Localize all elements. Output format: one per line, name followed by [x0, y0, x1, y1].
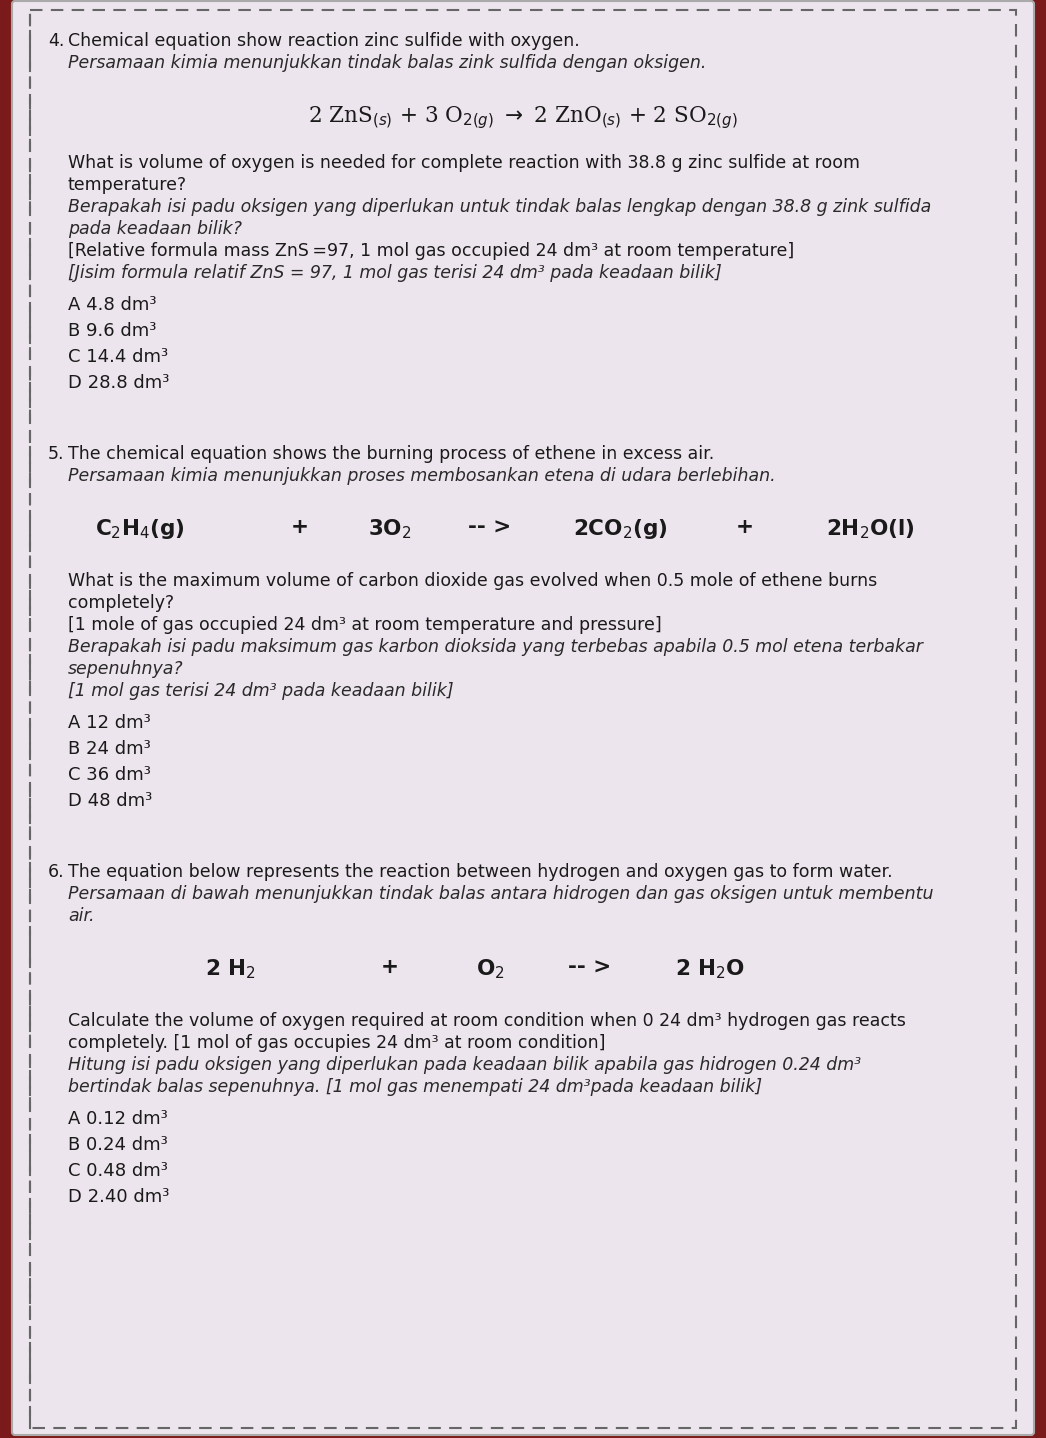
- Text: C 14.4 dm³: C 14.4 dm³: [68, 348, 168, 367]
- Text: 2H$_2$O(l): 2H$_2$O(l): [825, 518, 914, 541]
- Text: 2 H$_2$: 2 H$_2$: [205, 958, 255, 981]
- Text: B 0.24 dm³: B 0.24 dm³: [68, 1136, 167, 1155]
- Text: A 4.8 dm³: A 4.8 dm³: [68, 296, 157, 313]
- Text: A 12 dm³: A 12 dm³: [68, 715, 151, 732]
- Text: completely?: completely?: [68, 594, 174, 613]
- Text: Persamaan di bawah menunjukkan tindak balas antara hidrogen dan gas oksigen untu: Persamaan di bawah menunjukkan tindak ba…: [68, 884, 933, 903]
- Text: Berapakah isi padu maksimum gas karbon dioksida yang terbebas apabila 0.5 mol et: Berapakah isi padu maksimum gas karbon d…: [68, 638, 923, 656]
- Text: The chemical equation shows the burning process of ethene in excess air.: The chemical equation shows the burning …: [68, 444, 714, 463]
- Text: Berapakah isi padu oksigen yang diperlukan untuk tindak balas lengkap dengan 38.: Berapakah isi padu oksigen yang diperluk…: [68, 198, 931, 216]
- Text: D 2.40 dm³: D 2.40 dm³: [68, 1188, 169, 1206]
- Text: The equation below represents the reaction between hydrogen and oxygen gas to fo: The equation below represents the reacti…: [68, 863, 892, 881]
- Text: Hitung isi padu oksigen yang diperlukan pada keadaan bilik apabila gas hidrogen : Hitung isi padu oksigen yang diperlukan …: [68, 1055, 861, 1074]
- Text: B 24 dm³: B 24 dm³: [68, 741, 151, 758]
- Text: Chemical equation show reaction zinc sulfide with oxygen.: Chemical equation show reaction zinc sul…: [68, 32, 579, 50]
- Text: -- >: -- >: [469, 518, 511, 536]
- Text: Persamaan kimia menunjukkan tindak balas zink sulfida dengan oksigen.: Persamaan kimia menunjukkan tindak balas…: [68, 55, 706, 72]
- Text: completely. [1 mol of gas occupies 24 dm³ at room condition]: completely. [1 mol of gas occupies 24 dm…: [68, 1034, 606, 1053]
- Text: Persamaan kimia menunjukkan proses membosankan etena di udara berlebihan.: Persamaan kimia menunjukkan proses membo…: [68, 467, 776, 485]
- Text: C 36 dm³: C 36 dm³: [68, 766, 151, 784]
- Text: +: +: [291, 518, 309, 536]
- Text: Calculate the volume of oxygen required at room condition when 0 24 dm³ hydrogen: Calculate the volume of oxygen required …: [68, 1012, 906, 1030]
- Text: [1 mole of gas occupied 24 dm³ at room temperature and pressure]: [1 mole of gas occupied 24 dm³ at room t…: [68, 615, 662, 634]
- Text: bertindak balas sepenuhnya. [1 mol gas menempati 24 dm³pada keadaan bilik]: bertindak balas sepenuhnya. [1 mol gas m…: [68, 1078, 763, 1096]
- Text: +: +: [381, 958, 399, 976]
- Text: temperature?: temperature?: [68, 175, 187, 194]
- Text: D 28.8 dm³: D 28.8 dm³: [68, 374, 169, 393]
- FancyBboxPatch shape: [12, 1, 1034, 1435]
- Text: C$_2$H$_4$(g): C$_2$H$_4$(g): [95, 518, 185, 541]
- Text: 5.: 5.: [48, 444, 65, 463]
- Text: B 9.6 dm³: B 9.6 dm³: [68, 322, 156, 339]
- Text: pada keadaan bilik?: pada keadaan bilik?: [68, 220, 242, 239]
- Text: sepenuhnya?: sepenuhnya?: [68, 660, 184, 677]
- Text: 2 H$_2$O: 2 H$_2$O: [675, 958, 745, 981]
- Text: +: +: [736, 518, 754, 536]
- Text: 2 ZnS$_{(s)}$ + 3 O$_{2(g)}$ $\rightarrow$ 2 ZnO$_{(s)}$ + 2 SO$_{2(g)}$: 2 ZnS$_{(s)}$ + 3 O$_{2(g)}$ $\rightarro…: [309, 104, 737, 131]
- Text: 6.: 6.: [48, 863, 65, 881]
- Text: A 0.12 dm³: A 0.12 dm³: [68, 1110, 167, 1127]
- Text: D 48 dm³: D 48 dm³: [68, 792, 153, 810]
- Text: 4.: 4.: [48, 32, 65, 50]
- Text: O$_2$: O$_2$: [476, 958, 504, 981]
- Text: What is the maximum volume of carbon dioxide gas evolved when 0.5 mole of ethene: What is the maximum volume of carbon dio…: [68, 572, 878, 590]
- Text: 3O$_2$: 3O$_2$: [368, 518, 412, 541]
- Text: 2CO$_2$(g): 2CO$_2$(g): [573, 518, 667, 541]
- Text: [Jisim formula relatif ZnS = 97, 1 mol gas terisi 24 dm³ pada keadaan bilik]: [Jisim formula relatif ZnS = 97, 1 mol g…: [68, 265, 722, 282]
- Text: [Relative formula mass ZnS =97, 1 mol gas occupied 24 dm³ at room temperature]: [Relative formula mass ZnS =97, 1 mol ga…: [68, 242, 794, 260]
- Text: -- >: -- >: [568, 958, 612, 976]
- Text: What is volume of oxygen is needed for complete reaction with 38.8 g zinc sulfid: What is volume of oxygen is needed for c…: [68, 154, 860, 173]
- Text: [1 mol gas terisi 24 dm³ pada keadaan bilik]: [1 mol gas terisi 24 dm³ pada keadaan bi…: [68, 682, 454, 700]
- Text: C 0.48 dm³: C 0.48 dm³: [68, 1162, 167, 1181]
- Text: air.: air.: [68, 907, 94, 925]
